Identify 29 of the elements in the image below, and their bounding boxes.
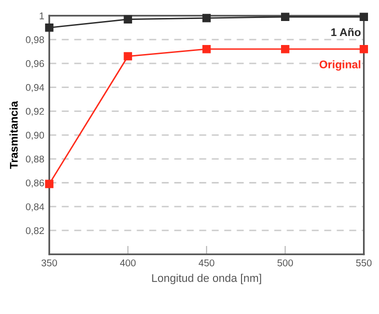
- y-tick-label: 0,84: [26, 203, 44, 212]
- point: [124, 52, 132, 60]
- x-tick-label: 500: [277, 259, 293, 266]
- y-tick-label: 0,98: [26, 36, 44, 44]
- series-label: 1 Año: [331, 28, 361, 36]
- y-tick-label: 0,94: [26, 84, 44, 92]
- point: [45, 23, 54, 32]
- y-axis-title: Trasmitancia: [10, 100, 18, 169]
- point: [281, 44, 290, 54]
- point: [360, 12, 368, 22]
- series-label: Original: [320, 60, 360, 71]
- point: [45, 180, 54, 188]
- point: [124, 15, 132, 24]
- point: [281, 12, 290, 22]
- y-tick-label: 0,90: [26, 132, 44, 140]
- x-tick-label: 350: [42, 259, 57, 266]
- y-tick-label: 0,96: [26, 60, 44, 68]
- y-tick-label: 0,82: [26, 227, 44, 236]
- point: [202, 44, 211, 54]
- x-tick-label: 550: [356, 259, 372, 266]
- x-tick-label: 450: [198, 259, 214, 266]
- x-tick-label: 400: [120, 259, 136, 266]
- y-tick-label: 0,88: [26, 156, 44, 164]
- y-tick-label: 1: [40, 12, 44, 20]
- point: [202, 14, 211, 22]
- point: [360, 44, 368, 54]
- y-tick-label: 0,92: [26, 108, 44, 116]
- x-axis-title: Longitud de onda [nm]: [152, 274, 262, 284]
- y-tick-label: 0,86: [26, 179, 44, 188]
